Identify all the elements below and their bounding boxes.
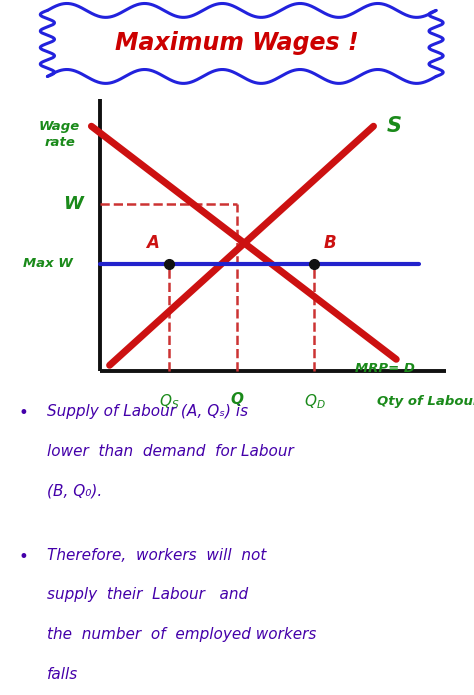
Text: •: • [19, 548, 29, 566]
Text: $Q_S$: $Q_S$ [158, 392, 179, 411]
Text: Max W: Max W [23, 257, 73, 270]
Text: Wage
rate: Wage rate [39, 120, 80, 149]
Text: S: S [387, 116, 402, 136]
Text: W: W [63, 195, 83, 213]
Text: A: A [146, 234, 159, 252]
Text: Qty of Labour: Qty of Labour [377, 395, 474, 408]
Text: B: B [323, 234, 336, 252]
Text: Supply of Labour (A, Qₛ) is: Supply of Labour (A, Qₛ) is [47, 404, 248, 420]
Text: Maximum Wages !: Maximum Wages ! [115, 31, 359, 56]
Text: MRP= D: MRP= D [356, 362, 415, 375]
Text: the  number  of  employed workers: the number of employed workers [47, 627, 317, 642]
Text: $Q_D$: $Q_D$ [303, 392, 325, 411]
Text: •: • [19, 404, 29, 423]
Text: Q: Q [230, 392, 244, 407]
Text: (B, Q₀).: (B, Q₀). [47, 484, 103, 499]
Text: supply  their  Labour   and: supply their Labour and [47, 587, 248, 603]
Text: Therefore,  workers  will  not: Therefore, workers will not [47, 548, 267, 563]
Text: lower  than  demand  for Labour: lower than demand for Labour [47, 444, 294, 459]
Text: falls: falls [47, 667, 79, 682]
